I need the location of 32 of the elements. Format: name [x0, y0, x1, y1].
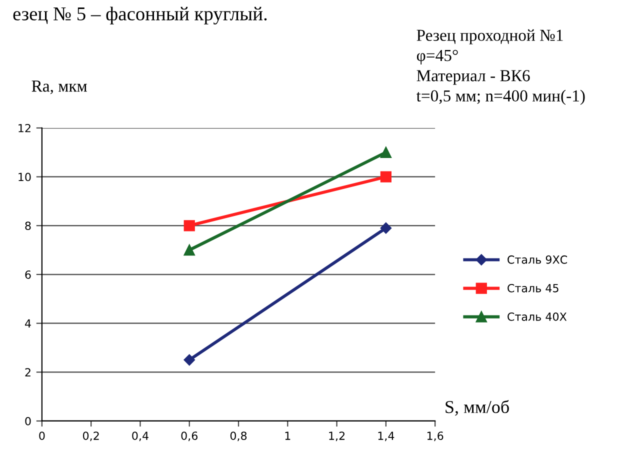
x-tick-label: 0,8	[230, 432, 247, 442]
x-axis-title: S, мм/об	[446, 400, 509, 416]
text: t=0,5 мм; n=400 мин(-1)	[416, 90, 585, 105]
x-tick-label: 1,2	[329, 432, 345, 442]
x-tick-label: 1,4	[378, 432, 394, 442]
legend-label: Сталь 9ХС	[508, 255, 568, 264]
point	[184, 220, 195, 232]
y-tick-label: 6	[25, 270, 31, 279]
y-tick-label: 4	[25, 319, 31, 328]
x-tick-label: 0,6	[181, 432, 198, 442]
point	[184, 354, 195, 366]
point	[184, 244, 195, 256]
legend-label: Сталь 40Х	[508, 312, 567, 321]
y-tick-label: 2	[25, 368, 30, 376]
y-tick-label: 10	[18, 172, 31, 182]
text: Резец проходной №1	[416, 29, 563, 44]
x-tick-label: 0,4	[132, 432, 148, 442]
x-tick-label: 0,2	[82, 432, 99, 442]
x-tick-label: 1,6	[427, 432, 444, 442]
y-tick-label: 0	[25, 416, 31, 426]
y-axis-title: Ra, мкм	[32, 80, 87, 94]
text: Материал - ВК6	[416, 70, 530, 85]
legend-label: Сталь 45	[508, 284, 558, 292]
x-tick-label: 0	[39, 432, 45, 440]
x-tick-label: 1	[285, 432, 290, 440]
y-tick-label: 8	[25, 222, 31, 230]
point	[380, 146, 392, 158]
point	[380, 222, 392, 234]
point	[380, 171, 392, 182]
text: езец № 5 – фасонный круглый.	[13, 6, 267, 24]
text: φ=45°	[416, 50, 458, 65]
y-tick-label: 12	[18, 124, 30, 132]
